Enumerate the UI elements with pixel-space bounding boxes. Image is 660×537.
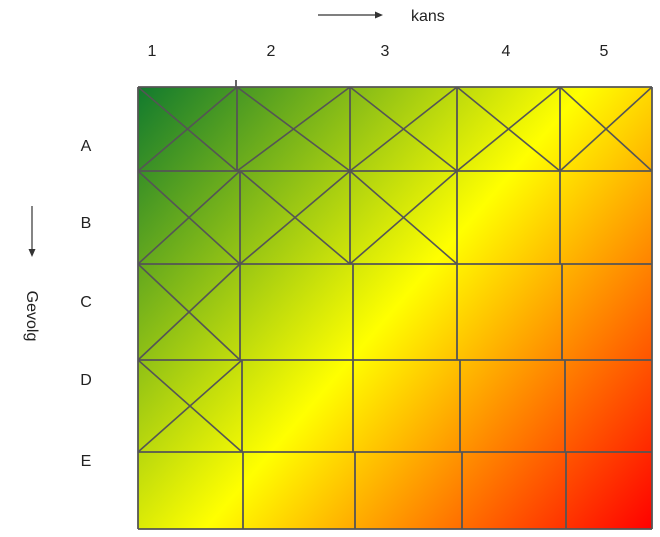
x-axis-label: kans	[411, 8, 445, 25]
cross-mark-line	[239, 170, 351, 265]
x-tick-label: 4	[502, 43, 511, 60]
y-tick-label: C	[80, 294, 92, 311]
x-tick-label: 1	[148, 43, 157, 60]
cross-mark-line	[349, 86, 458, 172]
y-axis-arrow-head	[28, 249, 36, 257]
cross-mark-line	[349, 170, 458, 265]
y-axis-label: Gevolg	[23, 291, 40, 342]
x-tick-label: 5	[600, 43, 609, 60]
y-tick-label: B	[81, 215, 92, 232]
cross-mark-line	[137, 359, 243, 453]
x-axis-arrow-head	[375, 11, 383, 19]
x-tick-label: 3	[381, 43, 390, 60]
y-tick-label: A	[81, 138, 92, 155]
crossed-cells	[137, 86, 653, 453]
cross-mark-line	[559, 86, 653, 172]
matrix-grid-lines	[137, 80, 653, 530]
cross-mark-line	[137, 86, 238, 172]
x-tick-labels: 1 2 3 4 5	[148, 43, 609, 60]
cross-mark-line	[456, 86, 561, 172]
y-tick-label: D	[80, 372, 92, 389]
cross-mark-line	[137, 170, 241, 265]
cross-mark-line	[137, 263, 241, 361]
x-tick-label: 2	[267, 43, 276, 60]
cross-mark-line	[236, 86, 351, 172]
y-tick-labels: A B C D E	[80, 138, 92, 470]
y-tick-label: E	[81, 453, 92, 470]
